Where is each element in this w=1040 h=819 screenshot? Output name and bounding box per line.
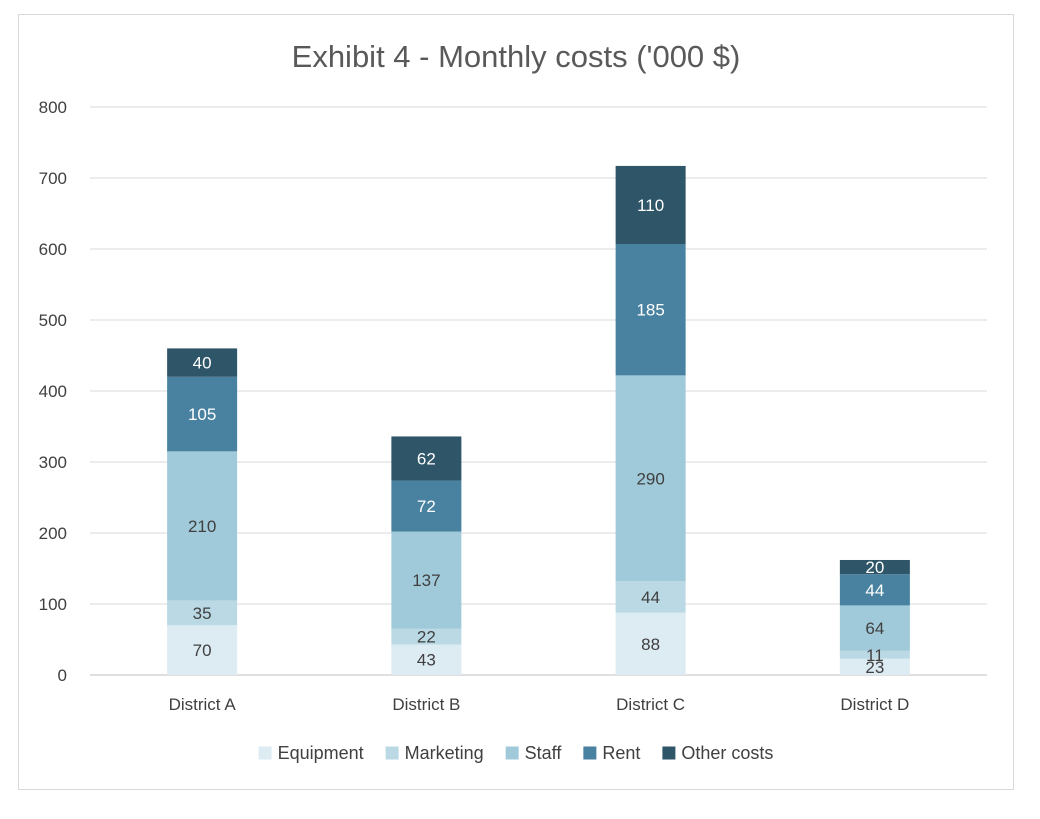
legend-label: Marketing: [405, 743, 484, 763]
y-tick-label: 500: [39, 311, 67, 330]
bar-segment: [839, 650, 910, 659]
data-label: 137: [412, 571, 440, 590]
bar-segment: [391, 436, 462, 481]
bar-segment: [615, 165, 686, 245]
x-tick-label: District B: [392, 695, 460, 714]
data-label: 23: [865, 658, 884, 677]
bar-segment: [391, 480, 462, 532]
data-label: 88: [641, 635, 660, 654]
data-label: 44: [641, 588, 660, 607]
data-label: 43: [417, 651, 436, 670]
legend-swatch: [662, 746, 676, 760]
legend-swatch: [505, 746, 519, 760]
data-label: 62: [417, 449, 436, 468]
bar-segment: [391, 628, 462, 645]
bar-segment: [839, 574, 910, 606]
data-label: 44: [865, 581, 884, 600]
x-tick-label: District A: [169, 695, 237, 714]
legend-swatch: [583, 746, 597, 760]
bar-segment: [615, 244, 686, 376]
legend-label: Rent: [602, 743, 640, 763]
legend-swatch: [385, 746, 399, 760]
data-label: 72: [417, 497, 436, 516]
data-label: 22: [417, 628, 436, 647]
bar-segment: [167, 451, 238, 601]
x-tick-label: District D: [840, 695, 909, 714]
legend-label: Other costs: [681, 743, 773, 763]
data-label: 105: [188, 405, 216, 424]
bar-segment: [615, 612, 686, 675]
bar-segment: [839, 559, 910, 575]
y-tick-label: 700: [39, 169, 67, 188]
data-label: 11: [866, 646, 884, 665]
y-tick-label: 200: [39, 524, 67, 543]
data-label: 70: [193, 641, 212, 660]
bar-segment: [391, 531, 462, 629]
data-label: 35: [193, 604, 212, 623]
legend-swatch: [258, 746, 272, 760]
bar-segment: [391, 644, 462, 675]
data-label: 40: [193, 354, 212, 373]
y-tick-label: 100: [39, 595, 67, 614]
bar-segment: [839, 605, 910, 651]
bar-segment: [167, 600, 238, 626]
data-label: 110: [637, 196, 664, 215]
y-tick-label: 300: [39, 453, 67, 472]
y-tick-label: 400: [39, 382, 67, 401]
y-tick-label: 600: [39, 240, 67, 259]
data-label: 64: [865, 619, 884, 638]
bar-segment: [167, 348, 238, 377]
data-label: 185: [636, 301, 664, 320]
bar-segment: [615, 581, 686, 613]
data-label: 210: [188, 517, 216, 536]
data-label: 20: [865, 558, 884, 577]
x-tick-label: District C: [616, 695, 685, 714]
legend-label: Equipment: [278, 743, 364, 763]
bar-segment: [839, 658, 910, 675]
bar-segment: [167, 625, 238, 675]
bar-segment: [167, 376, 238, 452]
y-tick-label: 0: [58, 666, 67, 685]
data-label: 290: [636, 469, 664, 488]
y-tick-label: 800: [39, 98, 67, 117]
chart-title: Exhibit 4 - Monthly costs ('000 $): [292, 39, 741, 74]
bar-segment: [615, 375, 686, 582]
legend-label: Staff: [525, 743, 563, 763]
